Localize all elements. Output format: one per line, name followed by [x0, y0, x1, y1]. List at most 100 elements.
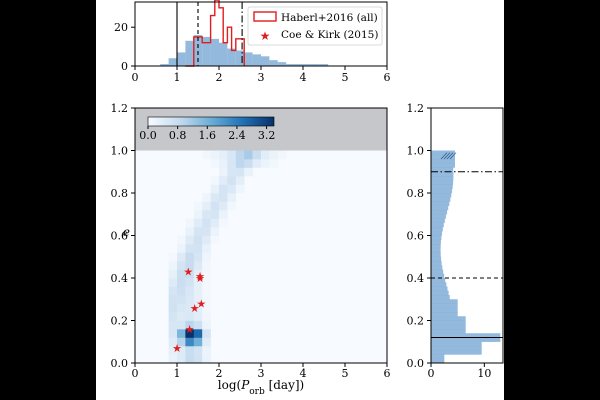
heatmap-cell — [177, 337, 186, 347]
heatmap-cell — [269, 150, 279, 160]
heatmap-cell — [193, 244, 203, 253]
legend-star-icon: ★ — [260, 29, 271, 43]
right-bar — [431, 210, 448, 215]
heatmap-cell — [202, 346, 211, 355]
heatmap-cell — [219, 193, 228, 202]
star-point: ★ — [183, 266, 193, 279]
right-bar — [431, 235, 442, 240]
heatmap-cell — [168, 295, 178, 304]
heatmap-cell — [168, 337, 178, 347]
right-bar — [431, 358, 445, 364]
top-x-tick-label: 6 — [384, 71, 391, 84]
right-y-tick-label: 0.2 — [407, 315, 425, 328]
heatmap-cell — [193, 201, 203, 211]
heatmap-cell — [168, 354, 178, 364]
heatmap-cell — [210, 176, 220, 185]
heatmap-cell — [244, 150, 253, 160]
right-bar — [431, 265, 443, 270]
heatmap-cell — [168, 269, 178, 279]
top-bar — [244, 52, 253, 66]
right-bar — [431, 188, 453, 194]
forbidden-region — [135, 108, 387, 151]
right-x-tick-label: 10 — [477, 367, 491, 380]
heatmap-cell — [177, 286, 186, 296]
top-bar — [177, 52, 186, 66]
right-y-tick-label: 1.2 — [407, 102, 425, 115]
star-point: ★ — [196, 298, 206, 311]
heatmap-cell — [202, 235, 211, 245]
heatmap-cell — [210, 218, 220, 228]
heatmap-cell — [177, 244, 186, 253]
top-x-tick-label: 1 — [174, 71, 181, 84]
heatmap-cell — [252, 159, 262, 168]
heatmap-cell — [185, 329, 195, 338]
right-bar — [431, 180, 454, 185]
right-bar — [431, 227, 443, 232]
heatmap-cell — [185, 278, 195, 287]
right-y-tick-label: 0.6 — [407, 230, 425, 243]
top-x-tick-label: 3 — [258, 71, 265, 84]
right-hatch-mark — [449, 152, 457, 160]
top-bar — [311, 64, 320, 66]
right-bar — [431, 303, 458, 308]
heatmap-cell — [277, 150, 287, 160]
heatmap-cell — [202, 227, 211, 236]
heatmap-cell — [168, 303, 178, 313]
heatmap-cell — [193, 295, 203, 304]
heatmap-cell — [202, 244, 211, 253]
heatmap-cell — [185, 244, 195, 253]
right-hatch-mark — [443, 152, 451, 160]
heatmap-cell — [193, 235, 203, 245]
heatmap-cell — [244, 159, 253, 168]
legend-coe-label: Coe & Kirk (2015) — [281, 29, 378, 41]
right-y-ticks: 0.0 0.2 0.4 0.6 0.8 1.0 1.2 — [407, 102, 431, 370]
right-hatch-mark — [446, 152, 454, 160]
top-bar — [252, 54, 261, 66]
heatmap-cell — [185, 354, 195, 364]
top-x-tick-label: 2 — [216, 71, 223, 84]
top-bar — [286, 64, 295, 66]
main-y-tick-label: 0.4 — [111, 272, 129, 285]
main-x-tick-label: 0 — [132, 367, 139, 380]
heatmap-cell — [185, 295, 195, 304]
right-bar — [431, 329, 466, 334]
main-y-tick-label: 0.6 — [111, 230, 129, 243]
right-bar — [431, 197, 451, 202]
top-bar — [235, 50, 245, 66]
heatmap-cell — [202, 286, 211, 296]
heatmap-cell — [210, 159, 220, 168]
heatmap-cell — [185, 346, 195, 355]
heatmap-cell — [202, 193, 211, 202]
main-y-ticks: 0.0 0.2 0.4 0.6 0.8 1.0 1.2 — [111, 102, 135, 370]
top-y-tick-label: 0 — [121, 60, 128, 73]
heatmap-cell — [185, 235, 195, 245]
heatmap-cell — [177, 320, 186, 330]
main-x-tick-label: 4 — [300, 367, 307, 380]
heatmap-cell — [168, 286, 178, 296]
top-bar — [269, 60, 278, 66]
heatmap-cells — [168, 150, 287, 364]
heatmap-cell — [244, 167, 253, 177]
heatmap-cell — [168, 278, 178, 287]
right-y-tick-label: 1.0 — [407, 145, 425, 158]
right-bar — [431, 184, 453, 189]
heatmap-cell — [202, 261, 211, 270]
heatmap-cell — [185, 320, 195, 330]
colorbar-tick-label: 0.0 — [139, 129, 157, 142]
heatmap-cell — [193, 303, 203, 313]
heatmap-cell — [177, 278, 186, 287]
heatmap-cell — [227, 150, 237, 160]
heatmap-cell — [227, 176, 237, 185]
heatmap-cell — [193, 346, 203, 355]
star-point: ★ — [185, 323, 195, 336]
heatmap-cell — [193, 227, 203, 236]
colorbar-tick-label: 3.2 — [258, 129, 276, 142]
heatmap-cell — [177, 252, 186, 262]
right-bar — [431, 256, 442, 262]
heatmap-cell — [261, 150, 270, 160]
heatmap-cell — [202, 278, 211, 287]
haberl-step-histogram — [185, 0, 245, 67]
right-bar — [431, 286, 448, 291]
heatmap-cell — [202, 337, 211, 347]
